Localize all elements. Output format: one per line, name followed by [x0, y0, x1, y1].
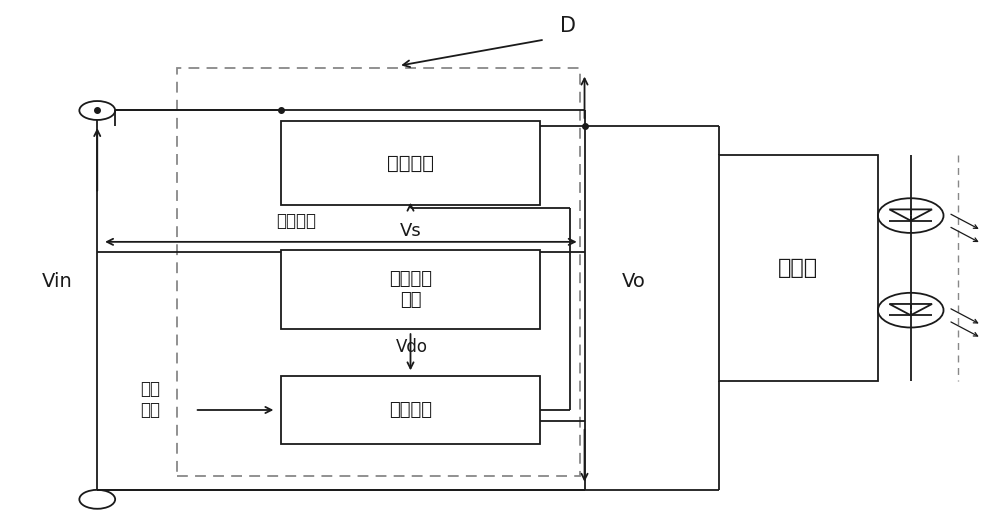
Bar: [281, 121, 540, 205]
Bar: [281, 250, 540, 329]
Bar: [281, 376, 540, 444]
Text: 斩波开关: 斩波开关: [387, 153, 434, 173]
Text: 控制电路: 控制电路: [389, 401, 432, 419]
Text: 驱动器: 驱动器: [778, 258, 818, 278]
Bar: [177, 68, 580, 476]
Text: Vs: Vs: [400, 222, 421, 241]
Bar: [719, 155, 878, 381]
Text: 驱动信号: 驱动信号: [276, 212, 316, 230]
Text: Vdo: Vdo: [396, 338, 428, 356]
Text: 调节
信号: 调节 信号: [140, 380, 160, 419]
Text: D: D: [560, 16, 576, 37]
Text: Vin: Vin: [42, 272, 73, 291]
Text: 过零检测
电路: 过零检测 电路: [389, 270, 432, 309]
Text: Vo: Vo: [622, 272, 646, 291]
